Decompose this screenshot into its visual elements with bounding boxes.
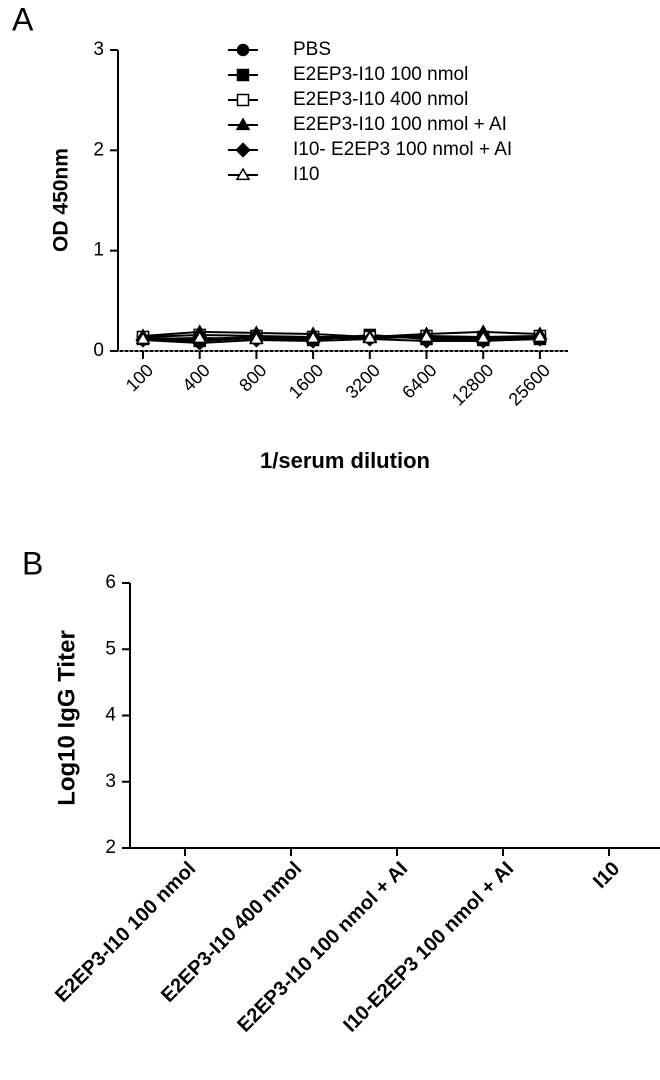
marker (236, 43, 250, 57)
legend-label: PBS (293, 39, 331, 60)
panel-label: A (12, 1, 34, 37)
y-tick-label: 4 (105, 705, 116, 726)
marker (192, 330, 208, 344)
x-tick-label: I10 (589, 858, 624, 893)
y-tick-label: 1 (93, 240, 104, 261)
x-tick-label: 3200 (342, 360, 384, 402)
marker (236, 93, 250, 107)
marker (532, 329, 548, 343)
panel-label: B (22, 545, 43, 581)
y-tick-label: 2 (93, 139, 104, 160)
x-axis-title: 1/serum dilution (260, 448, 430, 473)
y-tick-label: 3 (105, 771, 116, 792)
series-line (142, 333, 540, 338)
marker (235, 142, 251, 158)
x-tick-label: 400 (178, 360, 213, 395)
x-tick-label: 800 (235, 360, 270, 395)
series-line (142, 330, 540, 338)
marker (135, 331, 151, 345)
x-tick-label: E2EP3-I10 100 nmol + AI (233, 858, 412, 1037)
y-tick-label: 0 (93, 340, 104, 361)
marker (235, 167, 251, 181)
legend-label: E2EP3-I10 400 nmol (293, 89, 468, 110)
marker (419, 329, 434, 343)
legend-label: I10- E2EP3 100 nmol + AI (293, 139, 512, 160)
x-tick-label: 100 (122, 360, 157, 395)
y-axis-title: Log10 IgG Titer (53, 630, 80, 806)
y-tick-label: 5 (105, 638, 116, 659)
y-axis-title: OD 450nm (50, 148, 73, 252)
x-tick-label: 6400 (398, 360, 440, 402)
x-tick-label: 25600 (505, 360, 555, 410)
x-tick-label: I10-E2EP3 100 nmol + AI (339, 858, 518, 1037)
marker (249, 331, 264, 345)
legend-label: E2EP3-I10 100 nmol + AI (293, 114, 507, 135)
marker (475, 330, 491, 344)
marker (236, 68, 250, 82)
marker (305, 330, 321, 344)
series-line (142, 335, 540, 340)
legend-label: E2EP3-I10 100 nmol (293, 64, 468, 85)
legend-label: I10 (293, 164, 319, 185)
y-tick-label: 2 (105, 837, 116, 858)
x-tick-label: 12800 (448, 360, 498, 410)
y-tick-label: 3 (93, 39, 104, 60)
marker (362, 330, 378, 344)
x-tick-label: 1600 (285, 360, 327, 402)
marker (235, 117, 251, 131)
series-line (142, 337, 540, 344)
y-tick-label: 6 (105, 572, 116, 593)
